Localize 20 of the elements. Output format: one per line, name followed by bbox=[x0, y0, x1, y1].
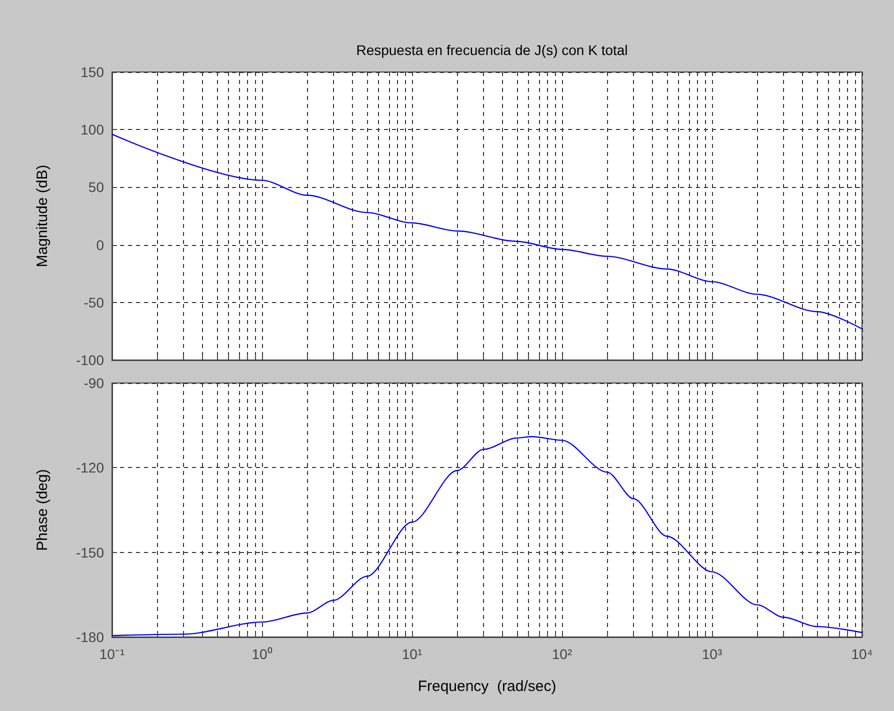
x-axis-title: Frequency (rad/sec) bbox=[418, 678, 556, 695]
y-tick-label: -180 bbox=[76, 629, 104, 645]
y-axis-title: Phase (deg) bbox=[34, 469, 51, 551]
y-tick-label: -50 bbox=[84, 294, 104, 310]
x-tick-label: 10⁻¹ bbox=[99, 646, 125, 662]
y-tick-label: -150 bbox=[76, 544, 104, 560]
chart-title: Respuesta en frecuencia de J(s) con K total bbox=[356, 42, 628, 58]
y-tick-label: -120 bbox=[76, 460, 104, 476]
y-axis-title: Magnitude (dB) bbox=[34, 164, 51, 268]
y-tick-label: -90 bbox=[84, 375, 104, 391]
x-tick-label: 10⁴ bbox=[851, 646, 873, 662]
y-tick-label: -100 bbox=[76, 352, 104, 368]
y-tick-label: 100 bbox=[80, 122, 104, 138]
x-tick-label: 10² bbox=[552, 646, 572, 662]
x-tick-label: 10¹ bbox=[402, 646, 422, 662]
x-tick-label: 10³ bbox=[702, 646, 722, 662]
y-tick-label: 50 bbox=[88, 179, 104, 196]
x-tick-label: 10⁰ bbox=[252, 646, 272, 662]
y-tick-label: 150 bbox=[80, 64, 104, 80]
y-tick-label: 0 bbox=[96, 236, 104, 253]
